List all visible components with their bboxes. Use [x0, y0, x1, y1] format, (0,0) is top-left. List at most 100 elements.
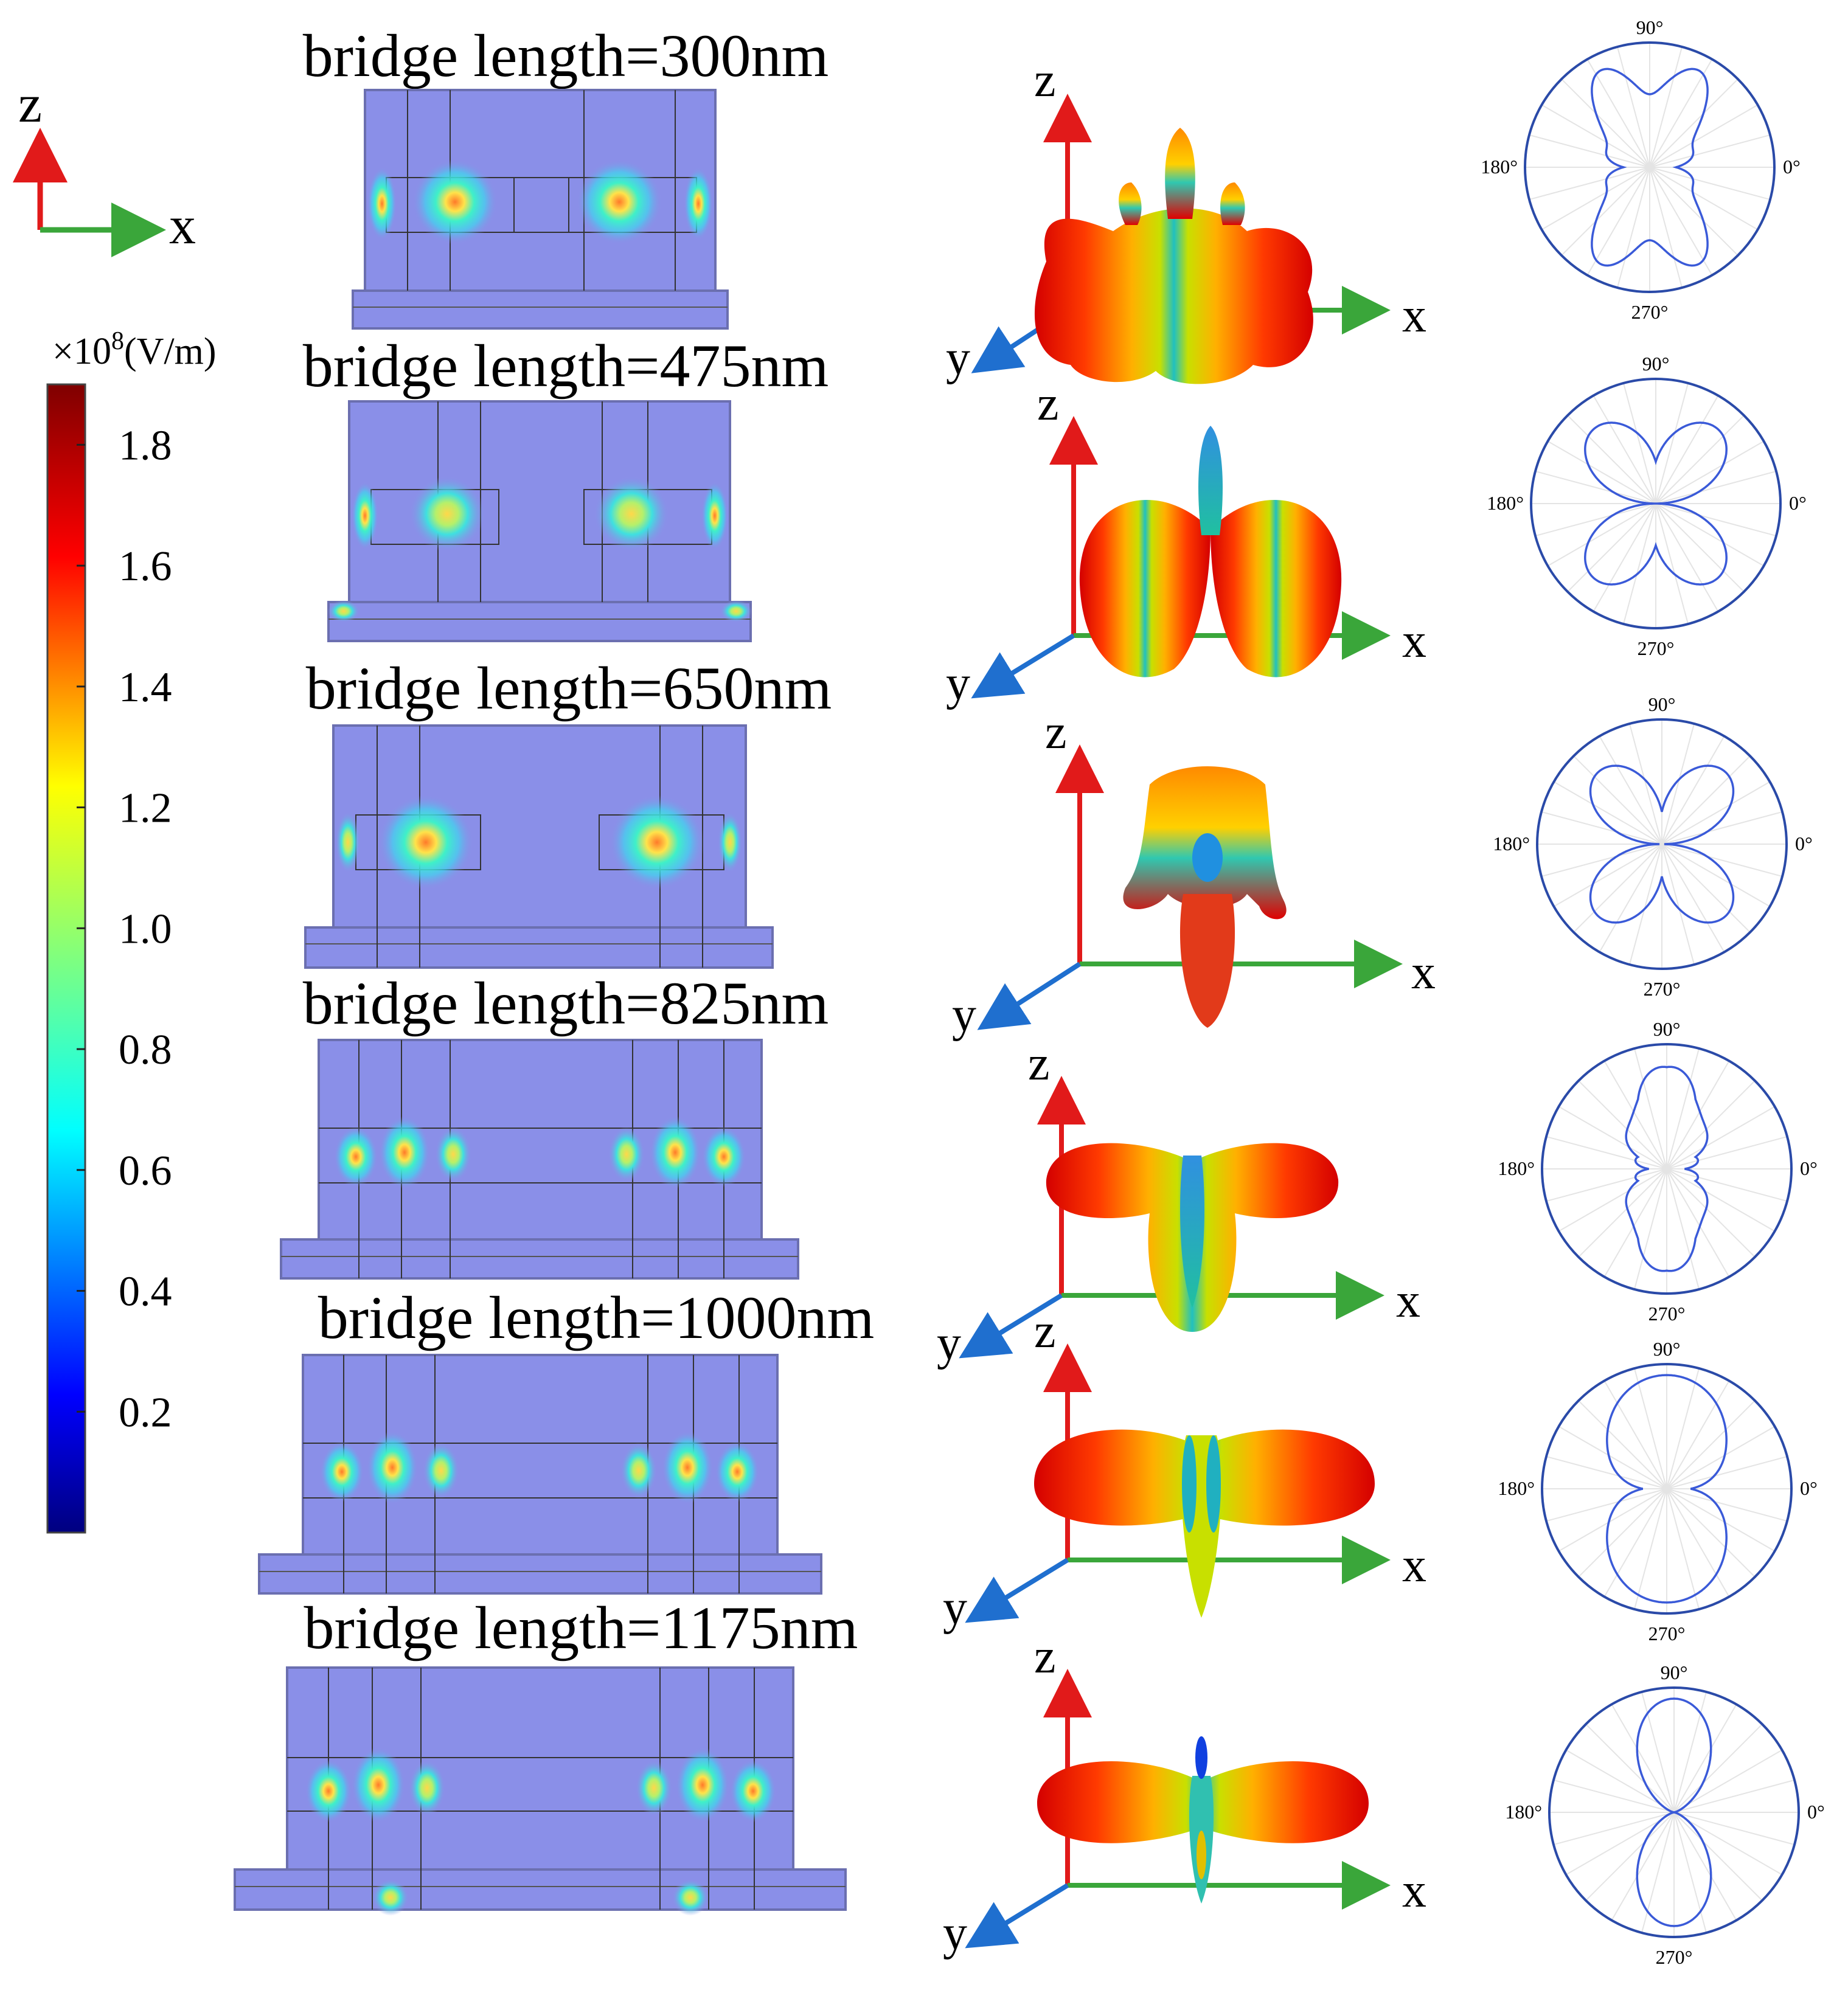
polar-spoke — [1666, 1080, 1756, 1170]
pattern-3-z-label: z — [1045, 705, 1067, 759]
polar-spoke — [1541, 844, 1662, 878]
polar-spoke — [1553, 1779, 1675, 1813]
polar-spoke — [1649, 167, 1759, 230]
polar-curve — [1625, 1066, 1709, 1272]
field-map-row-5: bridge length=1000nm — [258, 1284, 875, 1595]
polar-spoke — [1673, 1812, 1737, 1921]
colorbar-ticks: 1.8 1.6 1.4 1.2 1.0 0.8 0.6 0.4 0.2 — [77, 422, 172, 1436]
polar-angle-label-left: 180° — [1498, 1477, 1535, 1499]
pattern-5-z-label: z — [1034, 1305, 1056, 1358]
polar-spoke — [1673, 1724, 1763, 1813]
polar-spoke — [1649, 78, 1739, 168]
polar-spoke — [1655, 440, 1765, 504]
polar-angle-label-left: 180° — [1481, 156, 1518, 178]
polar-spoke — [1535, 470, 1656, 504]
pattern-5-x-label: x — [1402, 1539, 1426, 1592]
polar-spoke — [1673, 1779, 1795, 1813]
colorbar-tick-label: 1.0 — [119, 906, 172, 952]
pattern-2-z-label: z — [1037, 377, 1059, 431]
colorbar-tick-label: 1.4 — [119, 664, 172, 711]
colorbar: ×108(V/m) 1.8 1.6 1.4 1.2 1.0 0.8 0.6 0.4 0.2 — [46, 327, 217, 1534]
polar-spoke — [1673, 1691, 1707, 1813]
polar-spoke — [1661, 755, 1751, 845]
polar-spoke — [1666, 1426, 1776, 1489]
polar-spoke — [1603, 1168, 1667, 1278]
polar-spoke — [1666, 1488, 1788, 1522]
polar-spoke — [1586, 58, 1650, 168]
polar-spoke — [1578, 1168, 1667, 1258]
polar-spoke — [1673, 1812, 1795, 1846]
polar-spoke — [1529, 167, 1650, 201]
pattern-5-y-label: y — [943, 1581, 967, 1635]
polar-curve — [1584, 421, 1728, 586]
polar-spoke — [1666, 1368, 1700, 1489]
polar-spoke — [1649, 167, 1683, 288]
polar-spoke — [1553, 781, 1662, 845]
polar-spoke — [1603, 1488, 1667, 1598]
field-map-3 — [304, 724, 774, 969]
panel-title-3: bridge length=650nm — [306, 654, 832, 722]
polar-spoke — [1666, 1380, 1730, 1489]
polar-spoke — [1565, 1812, 1675, 1876]
polar-plots: 90°270°180° 0°90°270°180° 0°90°270°180° 0°9… — [1481, 16, 1825, 1968]
polar-spoke — [1553, 1812, 1675, 1846]
polar-spoke — [1616, 167, 1650, 288]
polar-angle-label-top: 90° — [1636, 16, 1664, 38]
polar-angle-label-right: 0° — [1783, 156, 1801, 178]
polar-spoke — [1655, 503, 1745, 592]
pattern-3d-4: z x y — [937, 1037, 1420, 1370]
polar-angle-label-left: 180° — [1487, 492, 1524, 514]
polar-plot-2: 90° 270° 180° 0° — [1487, 353, 1807, 659]
field-map-row-4: bridge length=825nm — [280, 969, 829, 1280]
pattern-1-x-label: x — [1402, 289, 1426, 342]
polar-curve — [1606, 1374, 1728, 1604]
polar-spoke — [1661, 723, 1695, 845]
polar-spoke — [1578, 1488, 1667, 1578]
panel-title-5: bridge length=1000nm — [318, 1284, 875, 1351]
colorbar-tick-label: 1.6 — [119, 543, 172, 590]
colorbar-unit-prefix: ×10 — [52, 331, 111, 372]
polar-plot-5: 90° 270° 180° 0° — [1498, 1338, 1818, 1644]
polar-spoke — [1666, 1106, 1776, 1170]
polar-angle-label-bottom: 270° — [1638, 637, 1675, 659]
polar-spoke — [1565, 1749, 1675, 1813]
polar-spoke — [1622, 383, 1656, 504]
polar-spoke — [1655, 503, 1765, 567]
polar-spoke — [1655, 395, 1719, 504]
polar-spoke — [1567, 503, 1656, 592]
colorbar-gradient — [46, 383, 86, 1534]
polar-spoke — [1535, 503, 1656, 537]
polar-curve — [1636, 1697, 1712, 1927]
polar-spoke — [1666, 1060, 1730, 1170]
colorbar-unit-exponent: 8 — [111, 327, 124, 355]
pattern-4-z-label: z — [1028, 1037, 1050, 1090]
panel-title-1: bridge length=300nm — [303, 22, 829, 89]
pattern-6-y-label: y — [943, 1907, 967, 1960]
polar-spoke — [1655, 503, 1689, 625]
polar-spoke — [1573, 844, 1662, 933]
panel-title-6: bridge length=1175nm — [304, 1594, 858, 1662]
polar-spoke — [1673, 1703, 1737, 1813]
polar-spoke — [1649, 167, 1739, 256]
panel-title-4: bridge length=825nm — [303, 969, 829, 1037]
polar-spoke — [1622, 503, 1656, 625]
polar-spoke — [1558, 1488, 1667, 1552]
polar-spoke — [1628, 844, 1662, 965]
polar-frame — [1548, 1686, 1800, 1938]
pattern-2-y-label: y — [946, 657, 970, 710]
polar-spoke — [1649, 104, 1759, 168]
polar-spoke — [1673, 1749, 1783, 1813]
polar-spoke — [1558, 1106, 1667, 1170]
colorbar-tick-label: 0.6 — [119, 1148, 172, 1194]
field-map-6 — [234, 1666, 847, 1916]
field-map-row-2: bridge length=475nm — [303, 332, 828, 642]
polar-plot-1: 90° 270° 180° 0° — [1481, 16, 1801, 323]
polar-spoke — [1666, 1135, 1788, 1170]
polar-spoke — [1611, 1703, 1675, 1813]
polar-angle-label-right: 0° — [1789, 492, 1807, 514]
polar-spoke — [1593, 395, 1656, 504]
colorbar-tick-label: 1.2 — [119, 785, 172, 832]
polar-spoke — [1616, 46, 1650, 168]
polar-plot-6: 90° 270° 180° 0° — [1505, 1662, 1825, 1968]
field-map-4 — [280, 1039, 799, 1280]
